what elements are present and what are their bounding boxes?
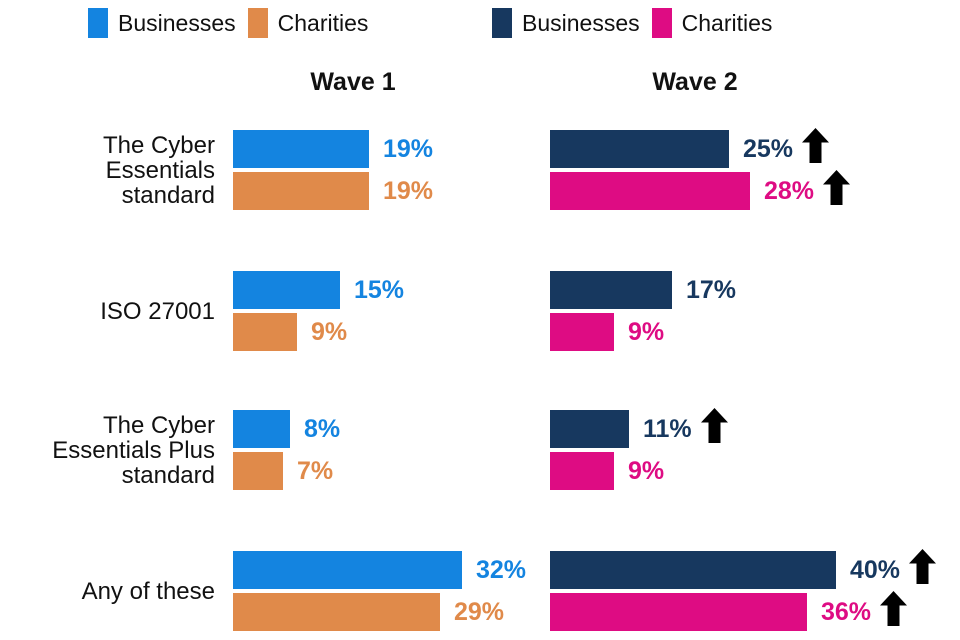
value-label-group: 9% [628, 313, 664, 351]
value-label-group: 11% [643, 407, 728, 448]
value-label: 9% [628, 317, 665, 346]
bar-wave2-businesses [550, 271, 672, 309]
value-label: 19% [383, 134, 434, 163]
increase-arrow-icon [700, 407, 728, 443]
category-label: The Cyber Essentials Plus standard [52, 411, 215, 489]
value-label: 36% [821, 597, 872, 626]
category-label: ISO 27001 [100, 297, 215, 325]
value-label-group: 25% [743, 127, 830, 168]
bar-wave1-businesses [233, 551, 462, 589]
value-label: 11% [643, 414, 692, 443]
bar-wave2-businesses [550, 551, 836, 589]
legend-wave1: Businesses Charities [88, 8, 368, 38]
value-label-group: 8% [304, 410, 340, 448]
increase-arrow-icon [880, 590, 908, 626]
bar-wave1-businesses [233, 271, 340, 309]
value-label: 9% [628, 456, 665, 485]
wave1-header: Wave 1 [310, 68, 396, 96]
value-label-group: 15% [354, 271, 404, 309]
legend-swatch-wave1-businesses [88, 8, 108, 38]
value-label: 32% [476, 555, 527, 584]
value-label: 15% [354, 275, 405, 304]
bar-wave1-charities [233, 172, 369, 210]
category-label: Any of these [81, 577, 215, 605]
value-label-group: 17% [686, 271, 736, 309]
bar-wave2-businesses [550, 410, 629, 448]
bar-wave1-businesses [233, 410, 290, 448]
legend-label-wave2-charities: Charities [681, 9, 773, 36]
value-label: 19% [383, 176, 434, 205]
increase-arrow-icon [802, 127, 830, 163]
category-label: The Cyber Essentials standard [102, 131, 215, 209]
legend-label-wave1-businesses: Businesses [118, 9, 236, 36]
value-label: 29% [454, 597, 505, 626]
bar-wave2-charities [550, 593, 807, 631]
legend-label-wave1-charities: Charities [277, 9, 369, 36]
legend-wave2: Businesses Charities [492, 8, 772, 38]
bar-wave1-businesses [233, 130, 369, 168]
value-label: 9% [311, 317, 348, 346]
bar-wave1-charities [233, 313, 297, 351]
value-label-group: 19% [383, 130, 433, 168]
value-label-group: 28% [764, 169, 851, 210]
value-label-group: 32% [476, 551, 526, 589]
increase-arrow-icon [823, 169, 851, 205]
value-label: 28% [764, 176, 815, 205]
value-label-group: 19% [383, 172, 433, 210]
value-label: 17% [686, 275, 737, 304]
legend-swatch-wave2-businesses [492, 8, 512, 38]
value-label-group: 40% [850, 548, 937, 589]
legend-swatch-wave1-charities [247, 8, 268, 38]
value-label: 25% [743, 134, 794, 163]
bar-wave1-charities [233, 593, 440, 631]
value-label-group: 9% [628, 452, 664, 490]
bar-wave2-charities [550, 172, 750, 210]
bar-wave2-charities [550, 313, 614, 351]
legend-swatch-wave2-charities [651, 8, 672, 38]
bar-wave2-charities [550, 452, 614, 490]
value-label-group: 9% [311, 313, 347, 351]
increase-arrow-icon [909, 548, 937, 584]
wave2-header: Wave 2 [652, 68, 738, 96]
value-label-group: 29% [454, 593, 504, 631]
bar-wave1-charities [233, 452, 283, 490]
bar-wave2-businesses [550, 130, 729, 168]
value-label: 40% [850, 555, 901, 584]
value-label-group: 36% [821, 590, 908, 631]
legend-label-wave2-businesses: Businesses [522, 9, 640, 36]
value-label: 7% [297, 456, 334, 485]
value-label: 8% [304, 414, 341, 443]
value-label-group: 7% [297, 452, 333, 490]
